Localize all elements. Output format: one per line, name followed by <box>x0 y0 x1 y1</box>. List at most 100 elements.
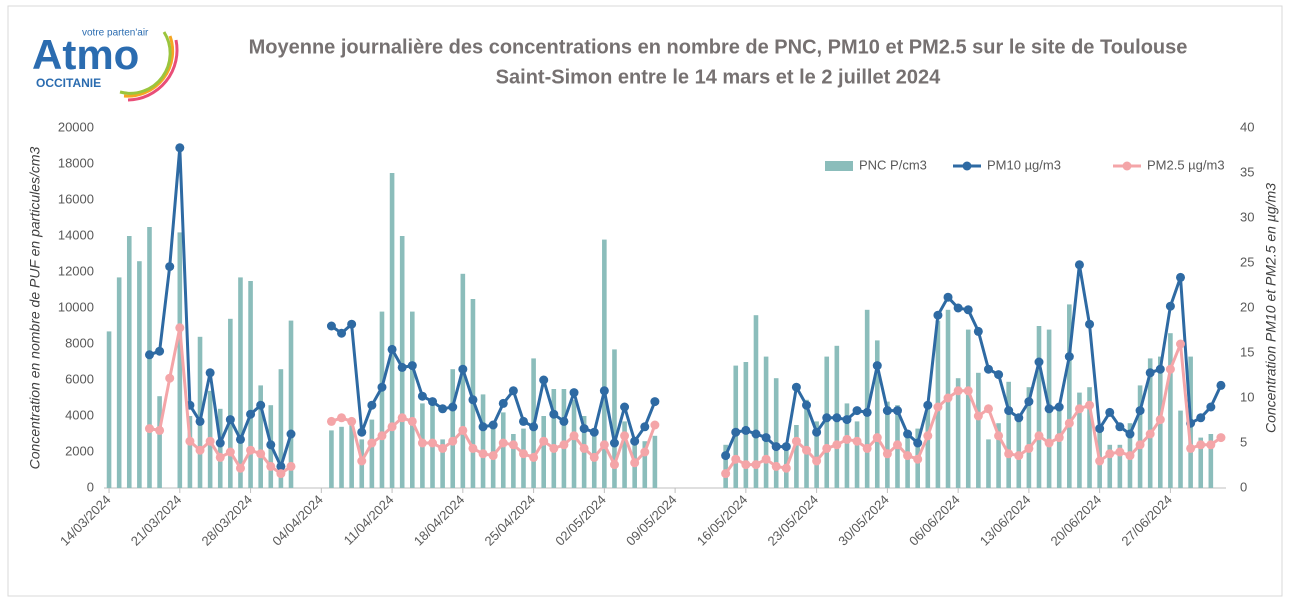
marker <box>953 303 963 313</box>
marker <box>215 438 225 448</box>
marker <box>943 292 953 302</box>
marker <box>599 386 609 396</box>
y2-tick-label: 15 <box>1240 344 1254 359</box>
marker <box>812 456 822 466</box>
marker <box>1085 319 1095 329</box>
bar <box>399 236 405 488</box>
marker <box>609 460 619 470</box>
marker <box>589 452 599 462</box>
marker <box>458 364 468 374</box>
marker <box>1085 400 1095 410</box>
bar <box>187 416 193 488</box>
bar <box>854 421 860 488</box>
y2-tick-label: 35 <box>1240 164 1254 179</box>
bar <box>561 389 567 488</box>
marker <box>589 427 599 437</box>
x-tick-label: 13/06/2024 <box>977 492 1034 549</box>
marker <box>1176 272 1186 282</box>
marker <box>761 454 771 464</box>
marker <box>1145 368 1155 378</box>
bar <box>1178 410 1183 488</box>
marker <box>1216 433 1226 443</box>
logo-arc <box>123 35 175 98</box>
marker <box>508 386 518 396</box>
marker <box>286 461 296 471</box>
marker <box>640 422 650 432</box>
marker <box>225 447 235 457</box>
y2-tick-label: 0 <box>1240 479 1247 494</box>
marker <box>559 440 569 450</box>
marker <box>852 436 862 446</box>
y-tick-label: 12000 <box>58 263 94 278</box>
marker <box>832 440 842 450</box>
marker <box>1105 407 1115 417</box>
logo-arc <box>127 39 179 102</box>
marker <box>822 443 832 453</box>
marker <box>832 413 842 423</box>
marker <box>407 361 417 371</box>
bar <box>511 434 516 488</box>
x-tick-label: 02/05/2024 <box>552 492 609 549</box>
marker <box>195 416 205 426</box>
bar <box>1198 437 1204 488</box>
marker <box>367 438 377 448</box>
y-tick-label: 0 <box>87 479 94 494</box>
bar <box>743 362 749 488</box>
bar <box>1117 444 1123 488</box>
marker <box>721 469 731 479</box>
bar <box>339 426 344 488</box>
x-tick-label: 06/06/2024 <box>906 492 963 549</box>
bar <box>864 309 870 488</box>
marker <box>165 373 175 383</box>
y2-tick-label: 5 <box>1240 434 1247 449</box>
marker <box>892 440 902 450</box>
marker <box>1004 406 1014 416</box>
marker <box>973 326 983 336</box>
marker <box>175 143 185 153</box>
marker <box>973 411 983 421</box>
marker <box>862 443 872 453</box>
marker <box>1095 424 1105 434</box>
y-tick-label: 8000 <box>65 335 94 350</box>
marker <box>266 440 276 450</box>
bar <box>278 369 284 488</box>
marker <box>488 420 498 430</box>
marker <box>1095 456 1105 466</box>
bar <box>955 378 961 488</box>
marker <box>741 425 751 435</box>
bar <box>228 318 233 488</box>
bar <box>986 439 991 488</box>
bar <box>976 372 981 488</box>
bar <box>642 441 648 488</box>
marker <box>407 416 417 426</box>
marker <box>842 434 852 444</box>
marker <box>1196 440 1206 450</box>
marker <box>1074 404 1084 414</box>
bar <box>1208 434 1214 488</box>
bar <box>1056 405 1062 488</box>
bar <box>329 430 334 488</box>
marker <box>337 413 347 423</box>
bar <box>450 369 456 488</box>
marker <box>1064 418 1074 428</box>
marker <box>1024 443 1034 453</box>
marker <box>498 438 508 448</box>
marker <box>367 400 377 410</box>
marker <box>791 382 801 392</box>
x-tick-label: 11/04/2024 <box>341 492 397 548</box>
bar <box>1006 381 1011 488</box>
y-tick-label: 6000 <box>65 371 94 386</box>
marker <box>579 443 589 453</box>
x-tick-label: 20/06/2024 <box>1048 492 1105 549</box>
marker <box>1125 451 1135 461</box>
bar <box>551 389 557 488</box>
marker <box>276 461 286 471</box>
chart-title: Moyenne journalière des concentrations e… <box>249 36 1188 58</box>
marker <box>872 433 882 443</box>
marker <box>913 454 923 464</box>
marker <box>539 436 549 446</box>
marker <box>508 440 518 450</box>
bar <box>389 173 395 488</box>
marker <box>397 362 407 372</box>
marker <box>266 461 276 471</box>
